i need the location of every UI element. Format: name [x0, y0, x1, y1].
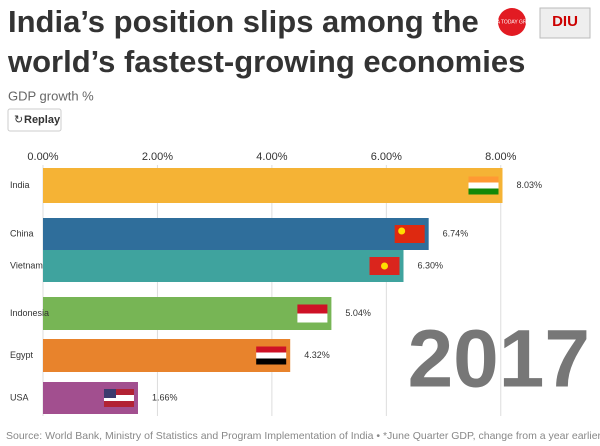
category-label: China [10, 228, 34, 238]
flag [256, 346, 287, 365]
x-tick-label: 0.00% [27, 151, 58, 163]
flag-stripe [394, 225, 425, 243]
flag-stripe [468, 176, 499, 183]
value-label: 8.03% [516, 180, 542, 190]
replay-button[interactable]: ↻ Replay [7, 108, 62, 132]
flag-stripe [297, 313, 328, 323]
flag-stripe [103, 389, 134, 395]
flag-stripe [297, 304, 328, 314]
chart-subtitle: GDP growth % [8, 88, 94, 103]
logo-text: INDIA TODAY GROUP [487, 19, 538, 25]
logo-box [539, 7, 591, 39]
year-label: 2017 [408, 314, 590, 405]
category-label: Egypt [10, 350, 34, 360]
flag-stripe [256, 358, 287, 365]
flag [369, 257, 400, 275]
flag-stripe [468, 188, 499, 195]
logo-mark [498, 8, 526, 36]
value-label: 6.74% [443, 228, 469, 238]
value-label: 1.66% [152, 392, 178, 402]
chart-title: India’s position slips among the [8, 4, 479, 39]
chart-title: world’s fastest-growing economies [7, 44, 525, 79]
value-label: 6.30% [418, 260, 444, 270]
x-tick-label: 2.00% [142, 151, 173, 163]
button-label[interactable]: Replay [24, 114, 61, 126]
category-label: India [10, 180, 30, 190]
logo-text: DIU [552, 13, 578, 30]
flag-canton [103, 389, 116, 398]
flag [297, 304, 328, 323]
source-note: Source: World Bank, Ministry of Statisti… [6, 430, 600, 442]
x-tick-label: 4.00% [256, 151, 287, 163]
bar [43, 250, 404, 282]
bar [43, 297, 332, 330]
x-tick-label: 8.00% [485, 151, 516, 163]
flag-stripe [256, 346, 287, 353]
flag-stripe [103, 395, 134, 401]
bar [43, 168, 503, 203]
bar [43, 218, 429, 250]
flag [394, 225, 425, 243]
flag [468, 176, 499, 195]
x-tick-label: 6.00% [371, 151, 402, 163]
value-label: 5.04% [345, 308, 371, 318]
button-frame[interactable] [7, 108, 62, 132]
flag-star [381, 262, 388, 270]
category-label: Vietnam [10, 260, 43, 270]
logos: INDIA TODAY GROUP DIU [487, 7, 591, 39]
button-icon[interactable]: ↻ [14, 114, 23, 126]
flag-stripe [103, 401, 134, 407]
flag-stripe [256, 352, 287, 359]
bar [43, 339, 291, 372]
category-label: Indonesia [10, 308, 49, 318]
value-label: 4.32% [304, 350, 330, 360]
category-label: USA [10, 392, 29, 402]
flag-star [398, 227, 406, 235]
flag-stripe [468, 182, 499, 189]
flag [103, 389, 134, 407]
